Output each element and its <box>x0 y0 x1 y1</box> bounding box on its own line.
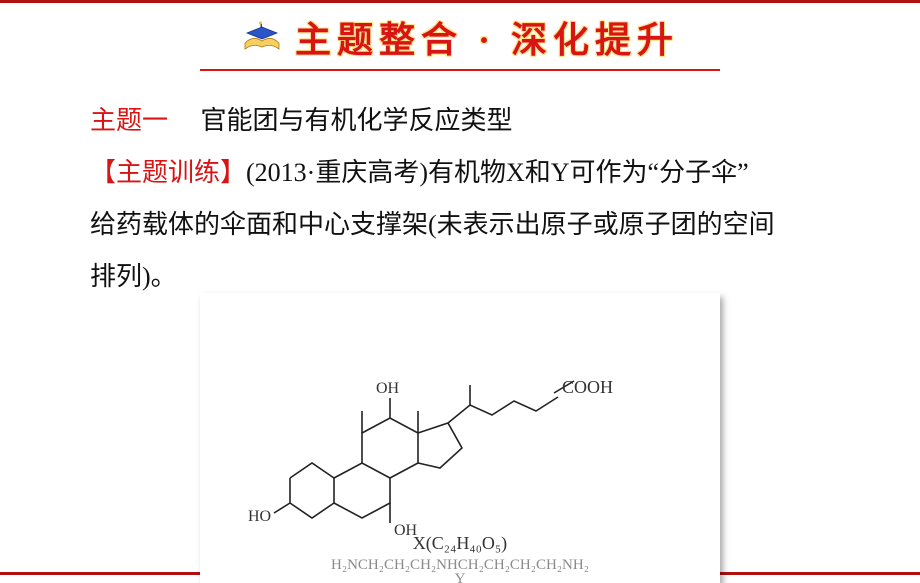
graduation-book-icon <box>241 21 283 53</box>
topic-label: 主题一 <box>90 106 168 135</box>
slide: 主题整合 · 深化提升 主题一 官能团与有机化学反应类型 【主题训练】(2013… <box>0 0 920 575</box>
topic-line: 主题一 官能团与有机化学反应类型 <box>90 95 830 147</box>
banner: 主题整合 · 深化提升 <box>0 9 920 65</box>
banner-underline <box>200 69 720 71</box>
banner-wrap: 主题整合 · 深化提升 <box>241 11 679 63</box>
y-label: Y <box>455 571 466 583</box>
practice-line-2: 给药载体的伞面和中心支撑架(未表示出原子或原子团的空间 <box>90 199 830 251</box>
practice-label: 【主题训练】 <box>90 158 246 187</box>
topic-title-text: 官能团与有机化学反应类型 <box>201 106 513 135</box>
chem-figure: OH HO OH COOH X(C₂₄H₄₀O₅) H₂NCH₂CH₂CH₂NH… <box>0 293 920 583</box>
label-oh-top: OH <box>376 380 400 397</box>
topic-title <box>175 106 201 135</box>
chem-structure-box: OH HO OH COOH X(C₂₄H₄₀O₅) H₂NCH₂CH₂CH₂NH… <box>200 293 720 583</box>
label-oh-left: HO <box>248 508 271 525</box>
practice-line-1: 【主题训练】(2013·重庆高考)有机物X和Y可作为“分子伞” <box>90 147 830 199</box>
practice-body-1: 有机物X和Y可作为“分子伞” <box>428 158 749 187</box>
x-formula: X(C₂₄H₄₀O₅) <box>413 533 507 554</box>
practice-source: (2013·重庆高考) <box>246 158 428 187</box>
content: 主题一 官能团与有机化学反应类型 【主题训练】(2013·重庆高考)有机物X和Y… <box>0 75 920 303</box>
banner-title: 主题整合 · 深化提升 <box>295 11 679 63</box>
label-cooh: COOH <box>562 377 613 397</box>
